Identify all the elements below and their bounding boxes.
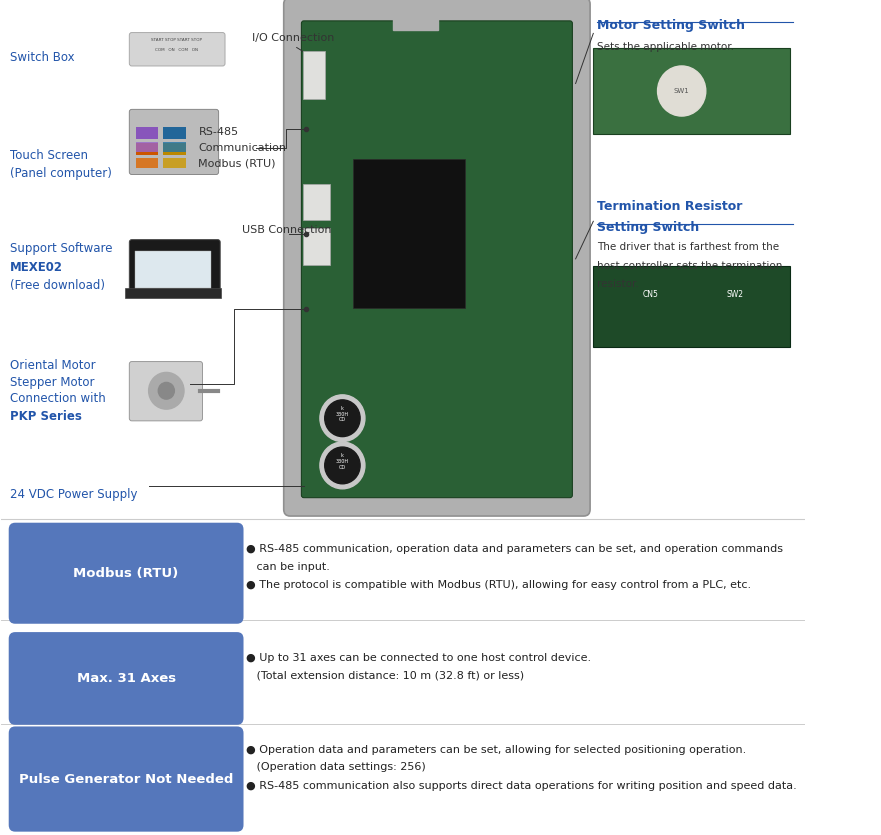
Text: Communication: Communication bbox=[198, 143, 286, 153]
Text: Connection with: Connection with bbox=[11, 392, 106, 406]
FancyBboxPatch shape bbox=[303, 51, 325, 99]
Text: Termination Resistor: Termination Resistor bbox=[597, 200, 743, 214]
Circle shape bbox=[325, 447, 360, 483]
Text: SW1: SW1 bbox=[674, 88, 690, 94]
Text: k
330H
CD: k 330H CD bbox=[336, 453, 349, 469]
Circle shape bbox=[320, 395, 365, 442]
Text: Modbus (RTU): Modbus (RTU) bbox=[73, 567, 179, 579]
FancyBboxPatch shape bbox=[393, 3, 438, 30]
Text: 24 VDC Power Supply: 24 VDC Power Supply bbox=[11, 488, 137, 502]
FancyBboxPatch shape bbox=[130, 362, 203, 421]
Circle shape bbox=[320, 442, 365, 488]
Text: Setting Switch: Setting Switch bbox=[597, 221, 700, 235]
Text: USB Connection: USB Connection bbox=[242, 225, 331, 235]
FancyBboxPatch shape bbox=[163, 142, 186, 152]
Text: (Panel computer): (Panel computer) bbox=[11, 167, 112, 180]
FancyBboxPatch shape bbox=[301, 21, 573, 498]
Text: PKP Series: PKP Series bbox=[11, 410, 82, 423]
Text: I/O Connection: I/O Connection bbox=[252, 33, 334, 43]
Circle shape bbox=[657, 66, 706, 116]
Text: Touch Screen: Touch Screen bbox=[11, 149, 88, 162]
FancyBboxPatch shape bbox=[9, 523, 243, 624]
FancyBboxPatch shape bbox=[303, 184, 330, 220]
FancyBboxPatch shape bbox=[130, 109, 218, 175]
FancyBboxPatch shape bbox=[163, 143, 186, 155]
FancyBboxPatch shape bbox=[353, 159, 464, 308]
FancyBboxPatch shape bbox=[136, 143, 159, 155]
FancyBboxPatch shape bbox=[130, 33, 225, 66]
Circle shape bbox=[325, 400, 360, 437]
Text: Pulse Generator Not Needed: Pulse Generator Not Needed bbox=[19, 772, 233, 786]
FancyBboxPatch shape bbox=[303, 228, 330, 265]
FancyBboxPatch shape bbox=[130, 240, 220, 295]
Text: CN5: CN5 bbox=[643, 291, 659, 300]
FancyBboxPatch shape bbox=[284, 0, 590, 516]
Text: host controller sets the termination: host controller sets the termination bbox=[597, 261, 782, 271]
Text: (Total extension distance: 10 m (32.8 ft) or less): (Total extension distance: 10 m (32.8 ft… bbox=[246, 671, 524, 681]
FancyBboxPatch shape bbox=[593, 266, 789, 347]
Text: START STOP START STOP: START STOP START STOP bbox=[152, 38, 203, 42]
Text: ● RS-485 communication, operation data and parameters can be set, and operation : ● RS-485 communication, operation data a… bbox=[246, 544, 783, 554]
FancyBboxPatch shape bbox=[136, 127, 159, 139]
Text: Modbus (RTU): Modbus (RTU) bbox=[198, 159, 276, 169]
Text: RS-485: RS-485 bbox=[198, 127, 239, 137]
Text: Stepper Motor: Stepper Motor bbox=[11, 376, 95, 389]
Text: Motor Setting Switch: Motor Setting Switch bbox=[597, 19, 745, 33]
Text: Sets the applicable motor.: Sets the applicable motor. bbox=[597, 42, 735, 52]
FancyBboxPatch shape bbox=[163, 158, 186, 168]
Text: Support Software: Support Software bbox=[11, 242, 113, 256]
Text: (Free download): (Free download) bbox=[11, 279, 106, 292]
Text: COM   ON   COM   ON: COM ON COM ON bbox=[155, 48, 198, 53]
Text: MEXE02: MEXE02 bbox=[11, 261, 63, 274]
Text: Switch Box: Switch Box bbox=[11, 51, 75, 64]
Circle shape bbox=[159, 382, 174, 399]
Text: ● The protocol is compatible with Modbus (RTU), allowing for easy control from a: ● The protocol is compatible with Modbus… bbox=[246, 580, 751, 590]
Text: Oriental Motor: Oriental Motor bbox=[11, 359, 96, 372]
Text: The driver that is farthest from the: The driver that is farthest from the bbox=[597, 242, 780, 252]
FancyBboxPatch shape bbox=[163, 127, 186, 139]
Text: resistor.: resistor. bbox=[597, 279, 639, 289]
Text: SW2: SW2 bbox=[727, 291, 744, 300]
Text: (Operation data settings: 256): (Operation data settings: 256) bbox=[246, 762, 426, 772]
Text: ● Up to 31 axes can be connected to one host control device.: ● Up to 31 axes can be connected to one … bbox=[246, 653, 591, 663]
FancyBboxPatch shape bbox=[136, 142, 159, 152]
Text: k
330H
CD: k 330H CD bbox=[336, 406, 349, 423]
FancyBboxPatch shape bbox=[124, 288, 221, 298]
Text: can be input.: can be input. bbox=[246, 562, 329, 572]
FancyBboxPatch shape bbox=[593, 48, 789, 134]
FancyBboxPatch shape bbox=[135, 251, 211, 288]
FancyBboxPatch shape bbox=[9, 726, 243, 832]
Circle shape bbox=[149, 372, 184, 409]
Text: ● RS-485 communication also supports direct data operations for writing position: ● RS-485 communication also supports dir… bbox=[246, 781, 796, 791]
Text: ● Operation data and parameters can be set, allowing for selected positioning op: ● Operation data and parameters can be s… bbox=[246, 745, 746, 755]
FancyBboxPatch shape bbox=[9, 632, 243, 725]
Text: Max. 31 Axes: Max. 31 Axes bbox=[77, 672, 175, 685]
FancyBboxPatch shape bbox=[136, 158, 159, 168]
